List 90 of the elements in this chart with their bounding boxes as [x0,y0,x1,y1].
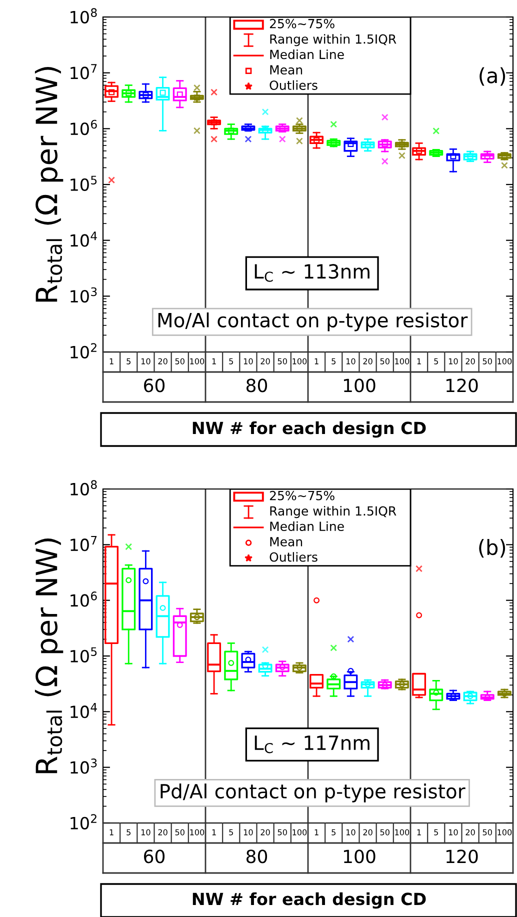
annotation: Pd/Al contact on p-type resistor [160,784,466,802]
x-tick-label: 50 [380,358,390,364]
text: 80 [246,850,268,864]
text: 120 [446,378,478,392]
annotation: Mo/Al contact on p-type resistor [158,312,468,332]
x-tick-label: 100 [292,358,307,364]
x-tick-label: 10 [141,358,150,364]
y-tick-label: 10$^{3}$ [70,758,97,774]
x-tick-label: 50 [278,829,287,836]
x-tick-label: 10 [141,829,150,836]
x-axis-title: NW # for each design CD [192,421,426,438]
x-tick-label: 1 [417,358,421,364]
x-tick-label: 5 [229,829,233,836]
x-tick-label: 50 [278,358,287,364]
y-tick-label: 10$^{6}$ [70,120,97,136]
y-tick-label: 10$^{5}$ [70,647,97,662]
x-tick-label: 20 [260,358,270,364]
x-tick-label: 50 [175,358,184,364]
x-tick-label: 100 [395,829,410,836]
x-tick-label: 50 [482,829,492,836]
annotation: (a) [480,67,506,86]
x-tick-label: 50 [380,829,390,836]
y-tick-label: 10$^{8}$ [70,480,97,496]
y-axis-title: R$_{total}$ (Ω per NW) [34,67,64,302]
x-tick-label: 5 [126,358,130,364]
x-tick-label: 100 [190,829,204,836]
annotation: Range within 1.5IQR [270,34,396,46]
text: 60 [144,378,165,392]
annotation: Outliers [270,80,318,90]
x-tick-label: 20 [466,358,475,364]
x-tick-label: 20 [158,829,168,836]
y-axis-title: R$_{total}$ (Ω per NW) [34,538,64,774]
x-tick-label: 20 [466,829,475,836]
annotation: Range within 1.5IQR [270,506,396,518]
annotation: Mean [270,537,302,546]
x-tick-label: 100 [395,358,410,364]
x-tick-label: 1 [110,829,114,836]
x-tick-label: 5 [434,829,438,836]
text: 100 [344,850,376,864]
annotation: Outliers [270,552,318,562]
x-tick-label: 50 [175,829,184,836]
x-tick-label: 10 [244,358,253,364]
x-axis-title: NW # for each design CD [192,892,426,909]
x-tick-label: 5 [434,358,438,364]
annotation: Median Line [270,49,344,60]
x-tick-label: 10 [346,358,356,364]
x-tick-label: 20 [363,358,372,364]
y-tick-label: 10$^{7}$ [70,64,97,80]
x-tick-label: 10 [448,358,458,364]
x-tick-label: 20 [158,358,168,364]
x-tick-label: 50 [482,358,492,364]
y-tick-label: 10$^{4}$ [70,703,97,718]
x-tick-label: 10 [346,829,356,836]
text: 120 [446,850,478,864]
x-tick-label: 10 [244,829,253,836]
x-tick-label: 5 [332,358,336,364]
y-tick-label: 10$^{8}$ [70,8,97,24]
y-tick-label: 10$^{4}$ [70,232,97,247]
y-tick-label: 10$^{2}$ [70,814,96,830]
text: 100 [344,378,376,392]
x-tick-label: 1 [110,358,114,364]
x-tick-label: 1 [314,829,318,836]
annotation: Median Line [270,521,344,532]
x-tick-label: 100 [498,358,512,364]
x-tick-label: 20 [260,829,270,836]
annotation: L$_{C}$ ~ 113nm [254,264,370,282]
text: 60 [144,850,165,864]
y-tick-label: 10$^{2}$ [70,343,96,358]
x-tick-label: 5 [126,829,130,836]
x-tick-label: 1 [212,358,216,364]
text: 80 [246,378,268,392]
annotation: (b) [479,539,506,558]
y-tick-label: 10$^{7}$ [70,536,97,552]
x-tick-label: 20 [363,829,372,836]
annotation: 25%~75% [270,490,334,500]
x-tick-label: 5 [229,358,233,364]
x-tick-label: 100 [190,358,204,364]
x-tick-label: 100 [498,829,512,836]
y-tick-label: 10$^{3}$ [70,287,97,303]
x-tick-label: 1 [314,358,318,364]
x-tick-label: 1 [417,829,421,836]
annotation: L$_{C}$ ~ 117nm [254,736,370,754]
x-tick-label: 100 [292,829,307,836]
x-tick-label: 10 [448,829,458,836]
x-tick-label: 1 [212,829,216,836]
y-tick-label: 10$^{6}$ [70,592,97,607]
annotation: 25%~75% [270,18,334,28]
annotation: Mean [270,65,302,75]
y-tick-label: 10$^{5}$ [70,176,97,191]
x-tick-label: 5 [332,829,336,836]
